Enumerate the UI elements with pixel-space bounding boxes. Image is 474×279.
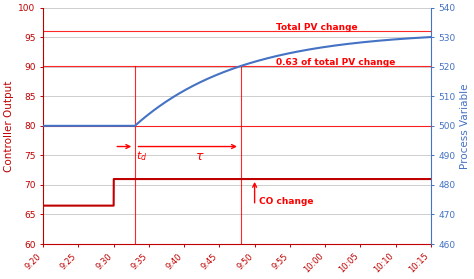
Text: $t_d$: $t_d$ <box>136 150 147 163</box>
Text: CO change: CO change <box>259 197 313 206</box>
Text: $\tau$: $\tau$ <box>195 150 204 163</box>
Text: Total PV change: Total PV change <box>276 23 357 32</box>
Text: 0.63 of total PV change: 0.63 of total PV change <box>276 57 395 66</box>
Y-axis label: Process Variable: Process Variable <box>460 83 470 169</box>
Y-axis label: Controller Output: Controller Output <box>4 80 14 172</box>
